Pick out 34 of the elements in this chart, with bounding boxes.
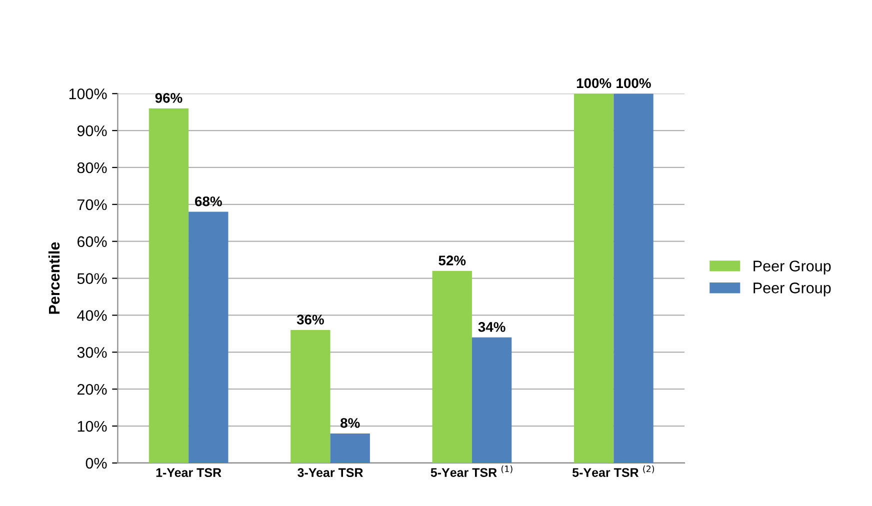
data-label: 68% [195, 196, 222, 206]
y-tick-label: 30% [77, 347, 107, 358]
y-tick-label: 80% [77, 162, 107, 174]
y-axis-title: Percentile [48, 242, 60, 314]
data-label: 100% [616, 78, 651, 88]
data-label: 8% [340, 418, 360, 428]
data-label: 52% [438, 256, 466, 266]
legend-label: Peer Group [754, 282, 831, 296]
bar [330, 433, 370, 463]
y-tick-label: 40% [77, 310, 107, 321]
y-tick-label: 50% [77, 273, 107, 284]
x-tick-label: 5-Year TSR $^{(2)}$ [572, 465, 654, 477]
bar [148, 108, 189, 463]
y-tick-label: 0% [86, 458, 107, 469]
y-tick-label: 90% [77, 125, 107, 136]
legend-label: Peer Group [754, 260, 831, 274]
bar [614, 94, 654, 463]
y-tick-label: 100% [69, 88, 107, 100]
data-label: 100% [576, 78, 612, 88]
bar [432, 270, 472, 463]
bar [574, 94, 614, 463]
bar [290, 330, 330, 463]
y-tick-label: 20% [77, 384, 107, 395]
data-label: 36% [296, 314, 324, 325]
bar [472, 337, 512, 463]
x-tick-label: 3-Year TSR [298, 468, 364, 478]
data-label: 34% [478, 322, 506, 332]
data-label: 96% [155, 93, 182, 103]
x-tick-label: 5-Year TSR $^{(1)}$ [430, 465, 512, 477]
bar [188, 212, 228, 463]
y-tick-label: 10% [78, 420, 107, 432]
y-tick-label: 70% [78, 199, 107, 210]
y-tick-label: 60% [78, 236, 107, 248]
x-tick-label: 1-Year TSR [156, 468, 222, 478]
